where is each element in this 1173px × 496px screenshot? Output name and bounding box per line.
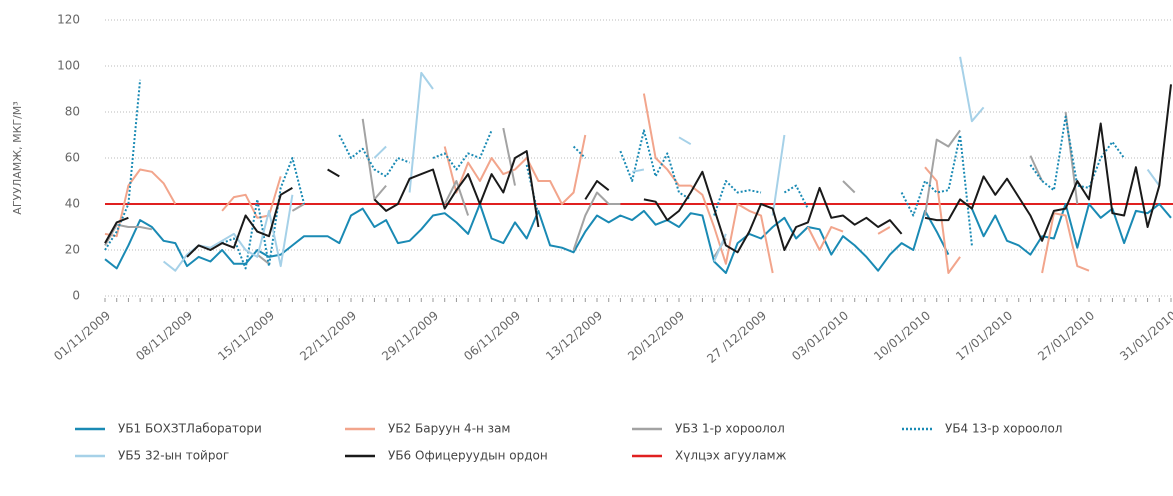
legend-label: УБ4 13-р хороолол bbox=[945, 422, 1062, 436]
series-line bbox=[104, 93, 1090, 274]
y-tick-label: 60 bbox=[65, 151, 80, 165]
x-tick-label: 06/11/2009 bbox=[461, 308, 523, 363]
x-tick-label: 27 /12/2009 bbox=[704, 308, 769, 366]
x-tick-label: 10/01/2010 bbox=[871, 308, 933, 363]
series-line bbox=[162, 56, 1161, 272]
x-tick-label: 29/11/2009 bbox=[379, 308, 441, 363]
x-tick-label: 17/01/2010 bbox=[953, 308, 1015, 363]
legend-label: УБ3 1-р хороолол bbox=[675, 422, 785, 436]
legend-label: УБ5 32-ын тойрог bbox=[118, 449, 229, 463]
legend-label: УБ1 БОХЗТЛаборатори bbox=[118, 422, 262, 436]
series-line bbox=[104, 84, 1172, 258]
legend-label: УБ6 Офицеруудын ордон bbox=[388, 449, 548, 463]
x-tick-label: 01/11/2009 bbox=[51, 308, 113, 363]
y-tick-label: 120 bbox=[57, 13, 80, 27]
x-tick-label: 15/11/2009 bbox=[215, 308, 277, 363]
x-tick-label: 22/11/2009 bbox=[297, 308, 359, 363]
legend-label: УБ2 Баруун 4-н зам bbox=[388, 422, 510, 436]
y-tick-label: 80 bbox=[65, 105, 80, 119]
series-line bbox=[105, 112, 1112, 264]
x-tick-label: 13/12/2009 bbox=[543, 308, 605, 363]
y-axis-label: АГУУЛАМЖ, МКГ/М³ bbox=[11, 101, 24, 214]
y-tick-label: 20 bbox=[65, 243, 80, 257]
x-tick-label: 08/11/2009 bbox=[133, 308, 195, 363]
y-tick-label: 100 bbox=[57, 59, 80, 73]
x-tick-label: 31/01/2010 bbox=[1117, 308, 1173, 363]
y-tick-label: 0 bbox=[72, 289, 80, 303]
x-tick-label: 27/01/2010 bbox=[1035, 308, 1097, 363]
x-tick-label: 20/12/2009 bbox=[625, 308, 687, 363]
y-tick-label: 40 bbox=[65, 197, 80, 211]
legend-label: Хүлцэх агууламж bbox=[675, 449, 787, 463]
x-tick-label: 03/01/2010 bbox=[789, 308, 851, 363]
series-line bbox=[104, 79, 1125, 270]
series-line bbox=[104, 203, 1172, 274]
